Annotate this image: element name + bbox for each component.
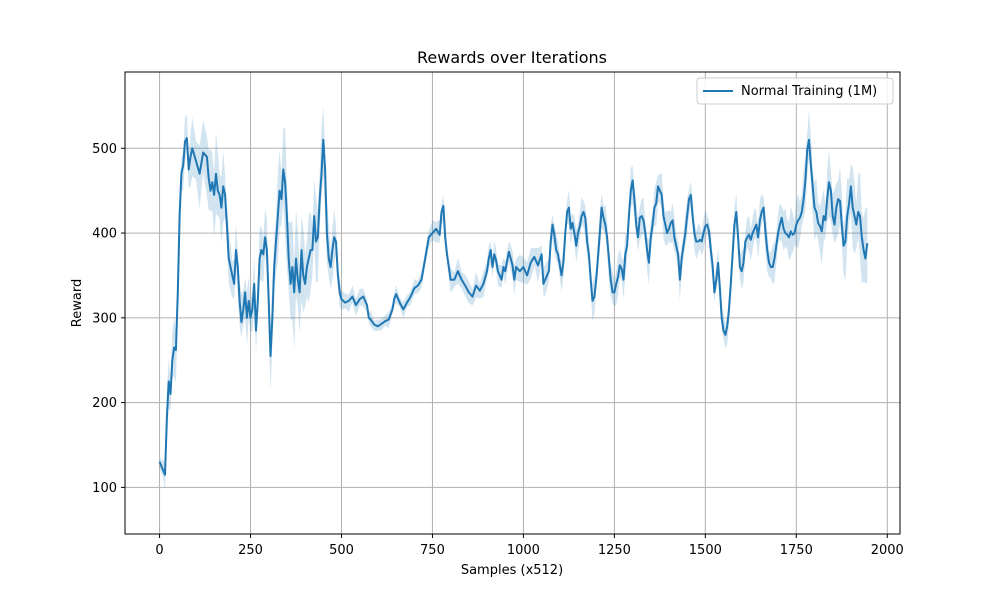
grid (125, 72, 900, 534)
confidence-band-layer (159, 105, 868, 490)
series-line-layer (158, 137, 869, 476)
x-axis-label: Samples (x512) (461, 563, 563, 578)
x-tick-label: 1500 (689, 543, 722, 558)
y-tick-label: 200 (92, 396, 117, 411)
x-tick-label: 500 (329, 543, 354, 558)
x-tick-label: 0 (155, 543, 163, 558)
y-axis-label: Reward (70, 279, 85, 327)
legend-box (696, 77, 894, 105)
x-tick-label: 2000 (871, 543, 904, 558)
x-tick-label: 1000 (507, 543, 540, 558)
legend: Normal Training (1M) (696, 77, 894, 105)
x-tick-label: 1750 (780, 543, 813, 558)
series-line (158, 137, 869, 476)
y-tick-label: 400 (92, 227, 117, 242)
y-tick-label: 100 (92, 481, 117, 496)
plot-area-frame (124, 71, 901, 535)
x-tick-label: 250 (238, 543, 263, 558)
chart-title: Rewards over Iterations (417, 48, 607, 67)
legend-label: Normal Training (1M) (741, 84, 877, 99)
y-axis-ticks: 100 200 300 400 500 (92, 142, 125, 496)
x-axis-ticks: 0 250 500 750 1000 1250 1500 1750 2000 (155, 534, 904, 558)
series-confidence-band (159, 105, 868, 490)
y-tick-label: 300 (92, 311, 117, 326)
x-tick-label: 1250 (598, 543, 631, 558)
y-tick-label: 500 (92, 142, 117, 157)
x-tick-label: 750 (420, 543, 445, 558)
